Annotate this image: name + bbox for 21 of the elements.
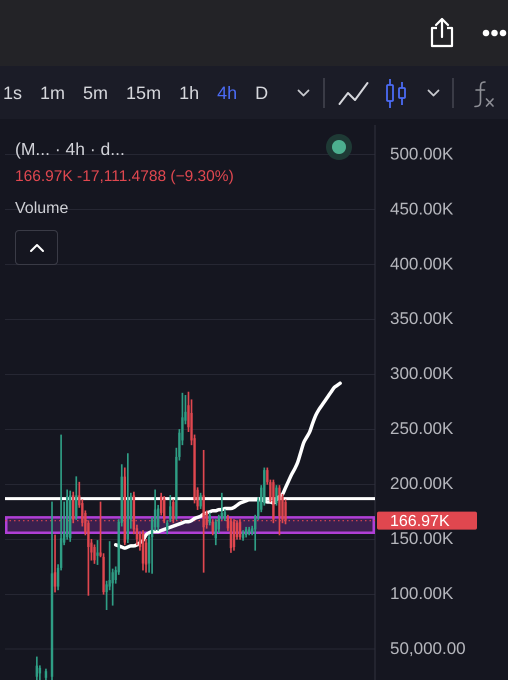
text: 166.97K -17,111.4788 (−9.30%) [15, 168, 234, 186]
y-tick-label: 100.00K [390, 584, 454, 603]
text: 1h [179, 82, 200, 104]
ref-line-label: 166.97K [390, 513, 450, 530]
y-tick-label: 200.00K [390, 474, 454, 494]
y-tick-label: 500.00K [390, 144, 454, 164]
y-tick-label: 400.00K [390, 254, 454, 274]
y-tick-label: 50,000.00 [390, 638, 466, 658]
y-tick-label: 150.00K [390, 529, 454, 548]
y-tick-label: 250.00K [390, 419, 454, 438]
text: 15m [126, 82, 162, 104]
text: (M... · 4h · d... [15, 139, 125, 160]
text: 5m [83, 82, 108, 104]
y-tick-label: 300.00K [390, 364, 454, 384]
text: 1m [40, 82, 66, 104]
y-tick-label: 450.00K [390, 199, 454, 218]
annotation: Volume [15, 200, 68, 218]
text: D [255, 82, 268, 104]
y-tick-label: 350.00K [390, 309, 454, 328]
text: 1s [3, 82, 22, 104]
text: 4h [217, 82, 238, 104]
